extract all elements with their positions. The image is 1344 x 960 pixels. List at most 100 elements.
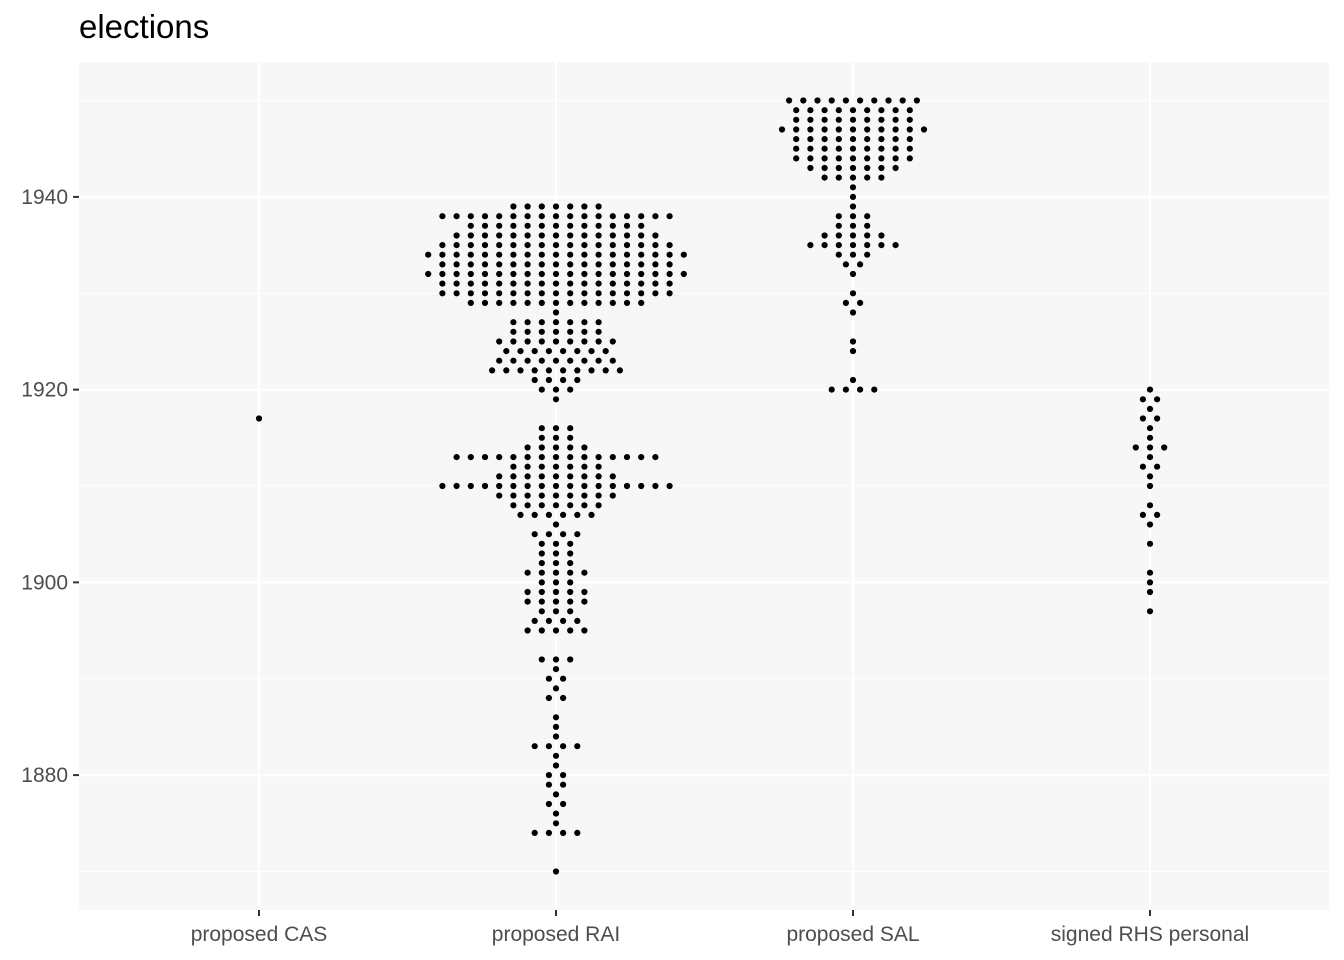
data-point — [538, 386, 545, 393]
data-point — [652, 280, 659, 287]
data-point — [538, 328, 545, 335]
data-point — [1146, 588, 1154, 596]
data-point — [560, 694, 567, 702]
data-point — [567, 251, 574, 258]
data-point — [595, 280, 602, 287]
data-point — [807, 116, 814, 123]
data-point — [595, 242, 602, 249]
data-point — [510, 502, 517, 509]
data-point — [652, 213, 659, 220]
data-point — [481, 299, 489, 306]
data-point — [453, 482, 460, 490]
data-point — [560, 511, 567, 518]
data-point — [652, 482, 659, 490]
data-point — [531, 829, 538, 837]
data-point — [878, 145, 885, 152]
data-point — [786, 97, 793, 104]
data-point — [835, 213, 842, 220]
data-point — [623, 290, 631, 297]
data-point — [581, 270, 588, 278]
data-point — [545, 531, 553, 538]
data-point — [638, 482, 645, 490]
data-point — [510, 251, 517, 258]
data-point — [538, 560, 545, 567]
data-point — [531, 376, 538, 384]
data-point — [595, 299, 602, 306]
data-point — [878, 164, 885, 172]
data-point — [821, 126, 828, 133]
data-point — [864, 136, 871, 143]
data-point — [531, 531, 538, 538]
data-point — [552, 810, 560, 817]
data-point — [524, 213, 531, 220]
data-point — [567, 357, 574, 364]
data-point — [439, 482, 446, 490]
data-point — [567, 608, 574, 615]
data-point — [835, 116, 842, 123]
data-point — [481, 251, 489, 258]
data-point — [623, 232, 631, 239]
data-point — [849, 338, 857, 345]
data-point — [560, 743, 567, 750]
data-point — [821, 136, 828, 143]
data-point — [567, 261, 574, 268]
data-point — [496, 338, 503, 345]
data-point — [567, 540, 574, 547]
data-point — [871, 97, 878, 104]
data-points — [255, 97, 1168, 875]
data-point — [680, 251, 687, 258]
data-point — [581, 569, 588, 576]
data-point — [842, 261, 850, 268]
data-point — [560, 781, 567, 788]
data-point — [524, 328, 531, 335]
data-point — [588, 367, 595, 374]
data-point — [652, 242, 659, 249]
data-point — [638, 222, 645, 229]
data-point — [567, 242, 574, 249]
data-point — [538, 473, 545, 480]
data-point — [849, 145, 857, 152]
data-point — [496, 482, 503, 490]
data-point — [857, 261, 864, 268]
data-point — [453, 251, 460, 258]
data-point — [467, 261, 474, 268]
data-point — [567, 463, 574, 470]
data-point — [538, 444, 545, 451]
data-point — [793, 145, 800, 152]
data-point — [849, 203, 857, 210]
data-point — [666, 251, 673, 258]
data-point — [510, 463, 517, 470]
data-point — [623, 213, 631, 220]
data-point — [524, 357, 531, 364]
data-point — [496, 454, 503, 461]
data-point — [793, 136, 800, 143]
data-point — [496, 213, 503, 220]
data-point — [538, 338, 545, 345]
data-point — [913, 97, 921, 104]
data-point — [567, 328, 574, 335]
data-point — [538, 482, 545, 490]
data-point — [842, 386, 850, 393]
data-point — [652, 261, 659, 268]
data-point — [574, 367, 581, 374]
data-point — [552, 261, 560, 268]
data-point — [666, 290, 673, 297]
data-point — [567, 550, 574, 557]
x-tick-label: proposed RAI — [492, 923, 620, 946]
data-point — [531, 743, 538, 750]
data-point — [892, 107, 899, 114]
data-point — [864, 174, 871, 181]
data-point — [906, 145, 913, 152]
data-point — [849, 213, 857, 220]
data-point — [864, 145, 871, 152]
data-point — [581, 328, 588, 335]
data-point — [581, 627, 588, 634]
data-point — [595, 338, 602, 345]
data-point — [609, 261, 616, 268]
data-point — [609, 454, 616, 461]
chart-title: elections — [79, 8, 210, 45]
data-point — [821, 242, 828, 249]
data-point — [652, 232, 659, 239]
data-point — [510, 242, 517, 249]
